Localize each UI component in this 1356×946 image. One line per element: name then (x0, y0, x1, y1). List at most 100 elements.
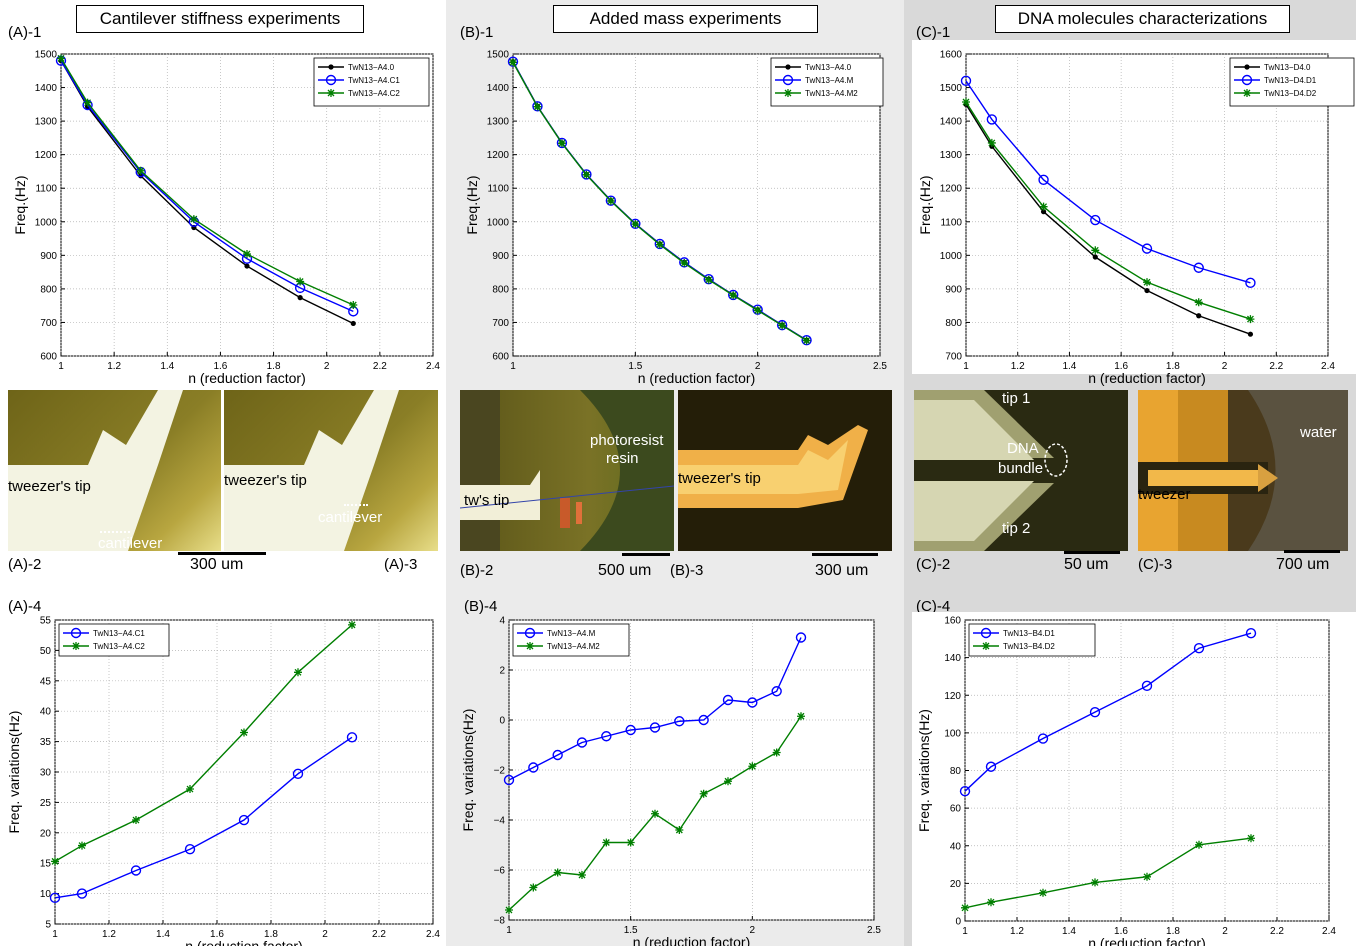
x-tick-label: 2.5 (873, 361, 887, 372)
data-point (533, 102, 542, 111)
panel-label-a4: (A)-4 (8, 598, 42, 615)
c3-scale-label: 700 um (1276, 556, 1330, 573)
y-tick-label: 30 (40, 768, 52, 779)
y-tick-label: 10 (40, 889, 52, 900)
data-point (987, 138, 996, 147)
data-point (184, 844, 196, 855)
y-tick-label: 1600 (940, 50, 963, 61)
x-tick-label: 1 (506, 925, 512, 936)
data-point (630, 218, 641, 229)
data-point (136, 166, 145, 175)
data-point (960, 75, 972, 87)
x-tick-label: 2.2 (373, 361, 387, 372)
data-point (674, 716, 685, 727)
y-tick-label: 900 (945, 284, 962, 295)
data-point (1196, 313, 1202, 319)
y-tick-label: 1500 (940, 83, 963, 94)
data-point (532, 101, 543, 112)
data-point (1247, 331, 1254, 337)
data-point (186, 785, 194, 794)
legend-marker (72, 642, 80, 650)
data-point (704, 275, 713, 284)
data-point (130, 865, 142, 876)
x-tick-label: 2.4 (1321, 361, 1335, 372)
panel-label-b2: (B)-2 (460, 562, 494, 579)
b2-tip-label: tw's tip (464, 492, 510, 509)
data-point (1194, 298, 1203, 307)
x-tick-label: 1.6 (1114, 926, 1128, 937)
y-tick-label: 700 (40, 318, 57, 329)
x-tick-label: 2 (1222, 361, 1228, 372)
data-point (801, 335, 812, 346)
y-tick-label: 1300 (940, 150, 963, 161)
panel-label-a1: (A)-1 (8, 24, 42, 41)
data-point (1141, 680, 1153, 692)
panel-label-c3: (C)-3 (1138, 556, 1173, 573)
y-tick-label: 600 (492, 352, 509, 363)
x-axis-label: n (reduction factor) (1088, 935, 1206, 946)
legend-entry: TwN13−A4.C2 (348, 89, 400, 98)
data-point (772, 748, 781, 757)
y-tick-label: 0 (499, 716, 505, 727)
b3-scale-label: 300 um (815, 562, 869, 579)
y-axis-label: Freq. variations(Hz) (916, 709, 932, 832)
data-point (1141, 243, 1153, 254)
series-3 (57, 54, 358, 309)
data-point (348, 620, 356, 629)
x-tick-label: 2.5 (867, 925, 881, 936)
x-tick-label: 1.4 (160, 361, 174, 372)
series-line (54, 736, 353, 899)
y-tick-label: 60 (950, 804, 962, 815)
data-point (346, 732, 358, 743)
series-line (965, 80, 1251, 284)
legend-marker (782, 74, 794, 86)
data-point (655, 240, 664, 249)
data-point (1193, 262, 1204, 273)
data-point (1091, 878, 1099, 887)
data-point (83, 98, 92, 107)
y-tick-label: 800 (492, 284, 509, 295)
data-point (625, 724, 636, 736)
y-tick-label: 800 (40, 284, 57, 295)
data-point (529, 883, 538, 892)
chart-a1: 1 1.2 1.4 1.6 1.8 2 2.2 2.4 600 700 800 900 1000 1100… (12, 50, 440, 387)
data-point (528, 762, 539, 773)
data-point (552, 749, 563, 761)
x-tick-label: 1.6 (1114, 361, 1128, 372)
legend-entry: TwN13−A4.M (547, 629, 596, 638)
data-point (699, 789, 708, 798)
data-point (651, 809, 659, 818)
data-point (1144, 287, 1150, 294)
legend-marker (327, 89, 335, 97)
chart-b4: 1 1.5 2 2.5 −8 −6 −4 −2 0 2 4 n (reduction factor) F… (460, 616, 881, 946)
x-tick-label: 2.2 (1270, 926, 1284, 937)
y-axis-label: Freq.(Hz) (12, 175, 28, 234)
y-tick-label: 15 (40, 859, 52, 870)
y-tick-label: 50 (40, 646, 52, 657)
x-axis-label: n (reduction factor) (185, 938, 303, 946)
b3-tip-label: tweezer's tip (678, 470, 761, 487)
series-1 (959, 627, 1257, 797)
x-axis-label: n (reduction factor) (633, 934, 751, 946)
x-tick-label: 1.4 (1062, 926, 1076, 937)
data-point (985, 761, 997, 772)
x-tick-label: 2.4 (426, 361, 440, 372)
x-tick-label: 1.5 (628, 361, 642, 372)
x-tick-label: 2.2 (372, 929, 386, 940)
y-tick-label: 20 (950, 879, 962, 890)
c2-tip2-label: tip 2 (1002, 520, 1031, 537)
y-tick-label: 1400 (487, 83, 510, 94)
legend-marker (325, 74, 337, 86)
x-tick-label: 2.4 (426, 929, 440, 940)
x-tick-label: 1.6 (213, 361, 227, 372)
y-tick-label: 0 (955, 917, 961, 928)
y-tick-label: 1200 (940, 184, 963, 195)
data-point (1143, 278, 1151, 287)
y-tick-label: 900 (492, 251, 509, 262)
panel-label-c4: (C)-4 (916, 598, 951, 615)
panel-label-b3: (B)-3 (670, 562, 704, 579)
legend-marker (524, 627, 536, 639)
data-point (509, 58, 517, 67)
x-tick-label: 1 (52, 929, 58, 940)
data-point (1089, 706, 1101, 718)
